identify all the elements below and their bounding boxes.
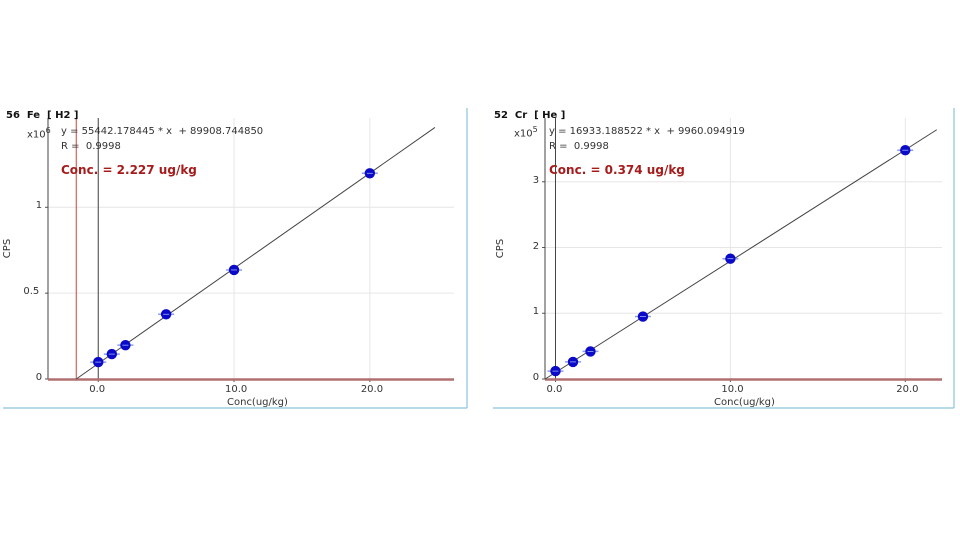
cr-x-tick-label: 20.0 xyxy=(896,384,919,395)
cr-regression-line xyxy=(544,129,938,380)
fe-calibration-plot xyxy=(3,108,468,409)
cr-calibration-panel: 52 Cr [ He ] x105 y = 16933.188522 * x +… xyxy=(490,100,960,420)
cr-regression-equation: y = 16933.188522 * x + 9960.094919 xyxy=(549,126,745,137)
fe-x-tick-label: 0.0 xyxy=(89,384,106,395)
cr-concentration-result: Conc. = 0.374 ug/kg xyxy=(549,163,685,177)
fe-x-axis-label: Conc(ug/kg) xyxy=(227,397,288,408)
cr-y-tick-label: 3 xyxy=(532,174,540,186)
cr-y-tick-label: 1 xyxy=(532,306,540,318)
fe-y-tick-label: 0 xyxy=(35,372,43,383)
fe-x-tick-label: 10.0 xyxy=(225,384,248,395)
cr-y-multiplier: x105 xyxy=(514,125,538,140)
fe-y-multiplier: x106 xyxy=(27,126,51,141)
cr-x-axis-label: Conc(ug/kg) xyxy=(714,397,775,408)
fe-regression-equation: y = 55442.178445 * x + 89908.744850 xyxy=(61,126,264,137)
cr-y-axis-label: CPS xyxy=(495,238,507,259)
fe-calibration-panel: 56 Fe [ H2 ] x106 y = 55442.178445 * x +… xyxy=(0,100,470,420)
cr-x-tick-label: 10.0 xyxy=(721,384,744,395)
cr-panel-title: 52 Cr [ He ] xyxy=(494,110,566,121)
cr-calibration-plot xyxy=(493,108,955,409)
cr-r-value: R = 0.9998 xyxy=(549,141,609,152)
fe-x-tick-label: 20.0 xyxy=(360,384,384,395)
cr-x-tick-label: 0.0 xyxy=(546,384,563,395)
fe-panel-title: 56 Fe [ H2 ] xyxy=(6,110,79,121)
fe-y-tick-label: 0.5 xyxy=(23,286,40,298)
fe-y-tick-label: 1 xyxy=(35,200,43,212)
cr-y-tick-label: 0 xyxy=(532,372,540,383)
fe-regression-line xyxy=(75,127,436,380)
fe-concentration-result: Conc. = 2.227 ug/kg xyxy=(61,163,197,177)
fe-y-axis-label: CPS xyxy=(2,238,14,259)
cr-y-tick-label: 2 xyxy=(532,240,540,252)
fe-r-value: R = 0.9998 xyxy=(61,141,121,152)
